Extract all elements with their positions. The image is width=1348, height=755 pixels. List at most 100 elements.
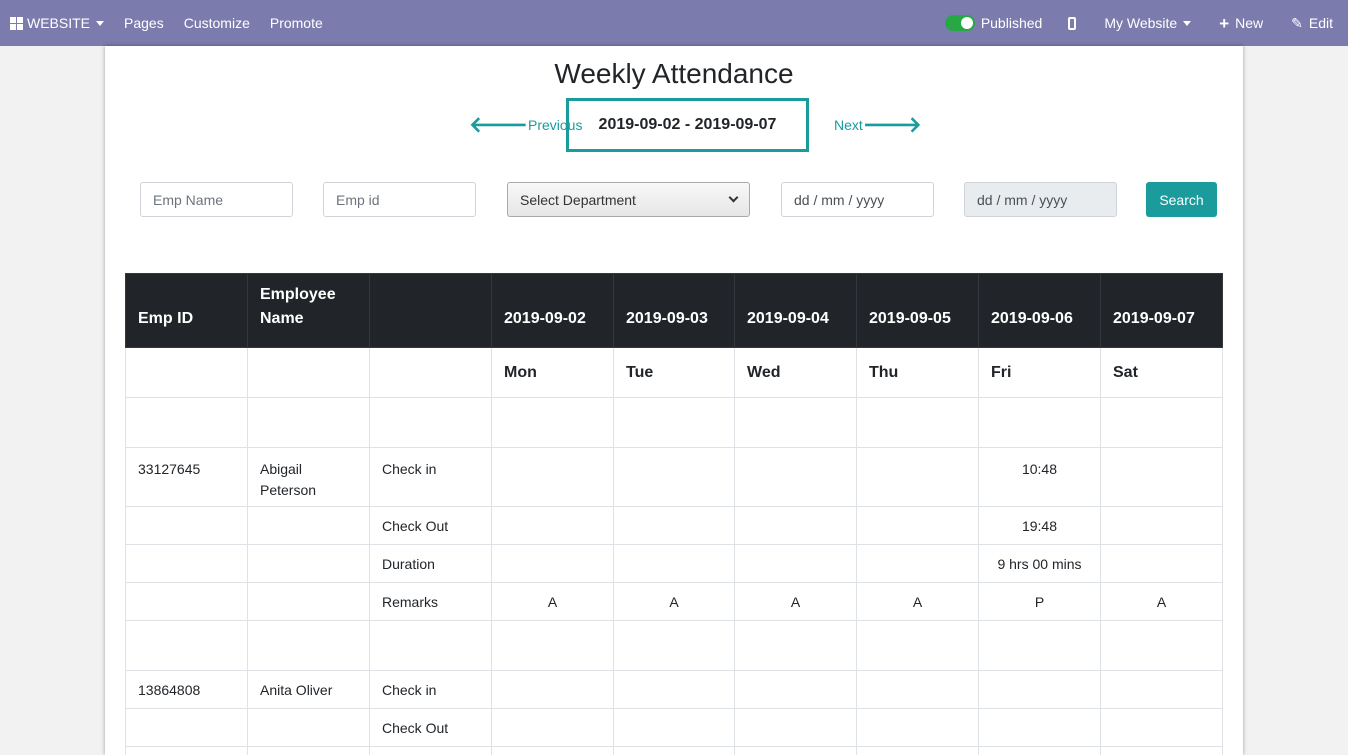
- column-header: 2019-09-02: [491, 273, 614, 348]
- table-row: Duration 9 hrs 00 mins: [125, 544, 1223, 583]
- column-header: Employee Name: [247, 273, 370, 348]
- value-cell: [491, 447, 614, 507]
- chevron-down-icon: [728, 192, 739, 203]
- value-cell: [856, 670, 979, 709]
- value-cell: [1100, 544, 1223, 583]
- table-row: 13864808 Anita Oliver Check in: [125, 670, 1223, 709]
- spacer-row: [125, 397, 1223, 448]
- value-cell: [856, 447, 979, 507]
- value-cell: [1100, 670, 1223, 709]
- remark-cell: A: [613, 582, 735, 621]
- value-cell: [491, 544, 614, 583]
- weekday-cell: Mon: [491, 347, 614, 398]
- remark-cell: A: [734, 582, 857, 621]
- table-row: Check Out: [125, 708, 1223, 747]
- date-from-input[interactable]: dd / mm / yyyy: [781, 182, 934, 217]
- value-cell: [734, 447, 857, 507]
- date-to-input: dd / mm / yyyy: [964, 182, 1117, 217]
- attendance-table: Emp ID Employee Name 2019-09-02 2019-09-…: [125, 273, 1223, 755]
- row-label-cell: Check Out: [369, 708, 492, 747]
- row-label-cell: Duration: [369, 544, 492, 583]
- value-cell: [1100, 708, 1223, 747]
- value-cell: [978, 670, 1101, 709]
- value-cell: [491, 708, 614, 747]
- weekday-cell: Sat: [1100, 347, 1223, 398]
- my-website-label: My Website: [1104, 15, 1178, 31]
- website-menu[interactable]: WEBSITE: [0, 0, 114, 46]
- emp-id-cell: 13864808: [125, 670, 248, 709]
- top-navbar: WEBSITE Pages Customize Promote Publishe…: [0, 0, 1348, 46]
- column-header: 2019-09-05: [856, 273, 979, 348]
- empty-cell: [247, 347, 370, 398]
- value-cell: [734, 708, 857, 747]
- pencil-icon: ✎: [1291, 14, 1303, 31]
- column-header: 2019-09-04: [734, 273, 857, 348]
- mobile-preview-button[interactable]: [1060, 0, 1094, 46]
- next-week-link[interactable]: Next 🡒: [834, 114, 922, 136]
- new-label: New: [1235, 15, 1264, 31]
- next-label: Next: [834, 117, 863, 133]
- column-header: 2019-09-03: [613, 273, 735, 348]
- caret-down-icon: [96, 20, 105, 26]
- value-cell: [1100, 506, 1223, 545]
- my-website-menu[interactable]: My Website: [1094, 0, 1209, 46]
- table-row: Remarks A A A A P A: [125, 582, 1223, 621]
- search-button[interactable]: Search: [1146, 182, 1217, 217]
- value-cell: 10:48: [978, 447, 1101, 507]
- table-header-row: Emp ID Employee Name 2019-09-02 2019-09-…: [125, 273, 1223, 348]
- value-cell: [1100, 447, 1223, 507]
- value-cell: 19:48: [978, 506, 1101, 545]
- value-cell: [856, 544, 979, 583]
- value-cell: [734, 506, 857, 545]
- arrow-right-icon: 🡒: [862, 112, 922, 137]
- row-label-cell: Check in: [369, 447, 492, 507]
- page-title: Weekly Attendance: [554, 58, 794, 89]
- new-button[interactable]: + New: [1209, 0, 1281, 46]
- department-select[interactable]: Select Department: [507, 182, 750, 217]
- row-label-cell: Check Out: [369, 506, 492, 545]
- empty-cell: [369, 347, 492, 398]
- column-header: 2019-09-07: [1100, 273, 1223, 348]
- published-toggle[interactable]: Published: [935, 0, 1061, 46]
- column-header: Emp ID: [125, 273, 248, 348]
- weekday-row: Mon Tue Wed Thu Fri Sat: [125, 347, 1223, 398]
- value-cell: [978, 708, 1101, 747]
- weekday-cell: Thu: [856, 347, 979, 398]
- mobile-phone-icon: [1068, 16, 1077, 30]
- table-row: [125, 746, 1223, 755]
- value-cell: [613, 506, 735, 545]
- emp-id-input[interactable]: Emp id: [323, 182, 476, 217]
- remark-cell: A: [491, 582, 614, 621]
- emp-id-cell: 33127645: [125, 447, 248, 507]
- value-cell: [491, 506, 614, 545]
- promote-menu[interactable]: Promote: [269, 15, 323, 31]
- plus-icon: +: [1219, 13, 1230, 33]
- empty-cell: [125, 347, 248, 398]
- value-cell: [734, 670, 857, 709]
- value-cell: [613, 670, 735, 709]
- website-menu-label: WEBSITE: [27, 15, 91, 31]
- spacer-row: [125, 620, 1223, 671]
- value-cell: [491, 670, 614, 709]
- remark-cell: A: [1100, 582, 1223, 621]
- toggle-switch-icon: [944, 15, 975, 31]
- column-header: 2019-09-06: [978, 273, 1101, 348]
- employee-name-cell: Anita Oliver: [247, 670, 370, 709]
- edit-button[interactable]: ✎ Edit: [1281, 0, 1348, 46]
- value-cell: [856, 506, 979, 545]
- customize-menu[interactable]: Customize: [183, 15, 250, 31]
- table-row: Check Out 19:48: [125, 506, 1223, 545]
- remark-cell: A: [856, 582, 979, 621]
- value-cell: [613, 447, 735, 507]
- employee-name-cell: Abigail Peterson: [247, 447, 370, 507]
- attendance-page: Weekly Attendance 🡐 Previous 2019-09-02 …: [105, 46, 1243, 755]
- remark-cell: P: [978, 582, 1101, 621]
- row-label-cell: Check in: [369, 670, 492, 709]
- weekday-cell: Wed: [734, 347, 857, 398]
- pages-menu[interactable]: Pages: [124, 15, 164, 31]
- table-row: 33127645 Abigail Peterson Check in 10:48: [125, 447, 1223, 507]
- value-cell: 9 hrs 00 mins: [978, 544, 1101, 583]
- date-range-display: 2019-09-02 - 2019-09-07: [566, 98, 809, 152]
- emp-name-input[interactable]: Emp Name: [140, 182, 293, 217]
- value-cell: [613, 544, 735, 583]
